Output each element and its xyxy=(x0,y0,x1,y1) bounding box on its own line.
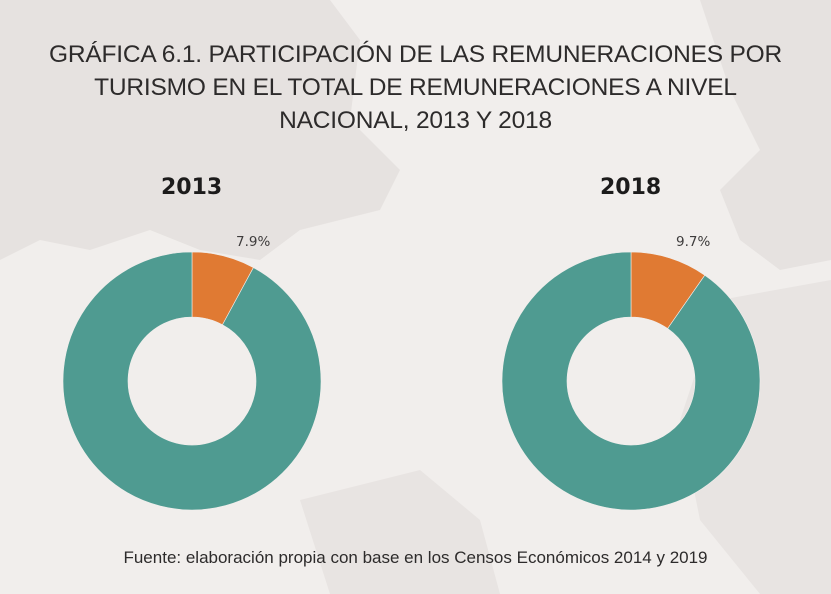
chart-title-2018: 2018 xyxy=(600,175,662,200)
map-land-south-america xyxy=(300,470,500,594)
data-label-2018-tourism: 9.7% xyxy=(676,234,711,250)
donut-slice-2013-resto xyxy=(62,251,322,511)
title-line: NACIONAL, 2013 Y 2018 xyxy=(279,107,552,134)
source-note: Fuente: elaboración propia con base en l… xyxy=(123,548,708,567)
data-label-2013-tourism: 7.9% xyxy=(236,234,271,250)
chart-title: GRÁFICA 6.1. PARTICIPACIÓN DE LAS REMUNE… xyxy=(0,38,831,137)
title-line: TURISMO EN EL TOTAL DE REMUNERACIONES A … xyxy=(94,74,737,101)
title-line: GRÁFICA 6.1. PARTICIPACIÓN DE LAS REMUNE… xyxy=(49,41,782,68)
map-land-north-america xyxy=(0,0,400,260)
chart-title-2013: 2013 xyxy=(161,175,223,200)
donut-slice-2018-resto xyxy=(501,251,761,511)
map-land-europe xyxy=(700,0,831,270)
